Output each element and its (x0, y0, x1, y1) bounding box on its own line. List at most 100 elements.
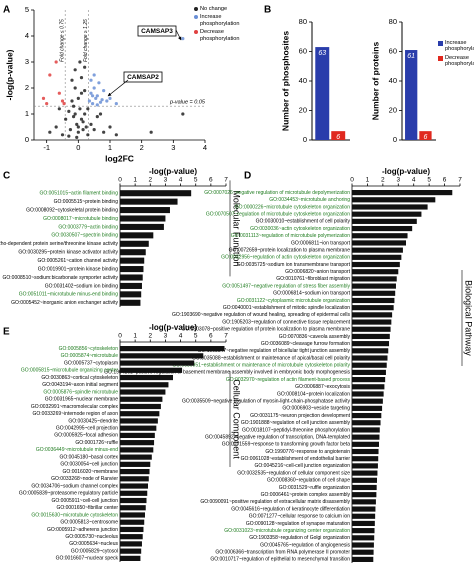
bar (352, 233, 408, 239)
point (67, 134, 71, 138)
bar (120, 548, 142, 554)
annotation-arrow (107, 79, 129, 97)
bar (120, 534, 143, 540)
y-tick-label: GO:0005829~cytosol (71, 548, 118, 554)
point (95, 103, 99, 107)
legend-marker (194, 7, 198, 11)
bar (352, 297, 395, 304)
y-tick-label: 80 (299, 17, 307, 26)
y-tick-label: GO:0032970~regulation of actin filament-… (226, 377, 351, 383)
bar (352, 499, 376, 505)
point (67, 109, 71, 113)
y-tick-label: GO:1903690~negative regulation of wound … (172, 312, 351, 318)
y-tick-label: GO:0040001~establishment of mitotic spin… (223, 305, 350, 311)
bar (352, 513, 376, 519)
y-tick-label: GO:0008104~protein localization (277, 391, 350, 397)
bar (352, 341, 390, 347)
legend-item: Decrease phosphorylation (438, 55, 474, 68)
x-tick-label: 0 (76, 143, 80, 152)
y-tick-label: GO:0072659~protein localization to plasm… (229, 247, 351, 253)
bar (352, 312, 393, 318)
bar (120, 190, 192, 197)
x-tick-label: 4 (179, 333, 183, 340)
y-tick-label: GO:0008017~microtubule binding (43, 216, 118, 222)
bar (120, 432, 155, 439)
y-tick-label: GO:0008510~sodium:bicarbonate symporter … (3, 275, 119, 281)
bar (352, 448, 379, 455)
y-tick-label: GO:0006903~vesicle targeting (282, 406, 350, 412)
y-tick-label: GO:0006887~exocytosis (295, 384, 350, 390)
y-tick-label: GO:0030951~establishment or maintenance … (172, 363, 350, 369)
bar (120, 505, 146, 511)
point (98, 100, 103, 104)
bar (120, 454, 152, 460)
bar (352, 377, 386, 383)
y-tick-label: GO:0045765~regulation of angiogenesis (260, 542, 350, 548)
y-tick-label: GO:0071277~cellular response to calcium … (249, 514, 351, 520)
point (97, 81, 101, 85)
bar (352, 441, 379, 447)
point (108, 125, 112, 129)
y-tick-label: GO:0032991~macromolecular complex (31, 404, 119, 410)
x-tick-label: 2 (140, 143, 144, 152)
bar (120, 299, 141, 306)
legend: No change Increase phosphorylation Decreas… (194, 6, 260, 44)
bar (120, 198, 178, 205)
bar (352, 556, 374, 562)
y-tick-label: GO:0006811~ion transport (291, 240, 351, 246)
bar (120, 249, 146, 256)
y-tick-label: GO:0008360~regulation of cell shape (267, 478, 350, 484)
bar (352, 384, 385, 390)
point (48, 73, 52, 77)
y-tick-label: 3 (25, 57, 29, 66)
bar (352, 240, 406, 246)
y-tick-label: GO:0031023~microtubule organizing center… (224, 528, 350, 534)
y-tick-label: 0 (393, 135, 397, 144)
annotation-box (123, 71, 163, 83)
point (81, 128, 85, 132)
point (73, 68, 77, 72)
bar (352, 506, 376, 512)
y-tick-label: GO:0031965~nuclear membrane (45, 397, 118, 403)
point (102, 130, 106, 134)
guide-label: Fold change ≥ 1.25 (83, 19, 89, 62)
bar (352, 218, 417, 224)
legend-marker (438, 55, 443, 61)
bar (352, 204, 428, 210)
point (62, 102, 66, 106)
point (78, 107, 82, 111)
x-tick-label: 6 (443, 177, 447, 184)
data-label: 61 (407, 53, 415, 60)
y-tick-label: GO:0005730~nucleolus (65, 534, 118, 540)
y-tick-label: 20 (389, 105, 397, 114)
bar (352, 412, 382, 419)
y-tick-label: GO:0031402~sodium ion binding (45, 283, 118, 289)
x-tick-label: 7 (224, 333, 228, 340)
data-label: 6 (424, 134, 428, 141)
y-tick-label: GO:0045180~basal cortex (59, 454, 118, 460)
y-tick-label: GO:1903358~regulation of Golgi organizat… (249, 535, 350, 541)
point (181, 37, 185, 41)
point (89, 78, 93, 82)
bar (352, 261, 400, 268)
y-tick-label: GO:0030054~cell junction (60, 462, 118, 468)
y-tick-label: GO:0032535~regulation of cellular compon… (237, 470, 350, 476)
y-tick-label: GO:0005911~cell-cell junction (52, 498, 119, 504)
x-tick-label: 1 (366, 177, 370, 184)
point (57, 91, 61, 95)
y-tick-label: GO:0070507~regulation of microtubule cyt… (206, 212, 350, 218)
y-tick-label: GO:0034453~microtubule anchoring (269, 197, 350, 203)
x-tick-label: 2 (148, 177, 152, 184)
x-axis-title: log2FC (105, 153, 134, 163)
bar (352, 211, 422, 217)
y-tick-label: GO:0001726~ruffle (75, 440, 118, 446)
bar (352, 463, 378, 469)
x-tick-label: 0 (118, 333, 122, 340)
bar (352, 535, 375, 541)
y-tick-label: GO:0090091~positive regulation of extrac… (200, 499, 350, 505)
y-tick-label: GO:0003779~actin binding (58, 224, 118, 230)
legend-marker (194, 15, 198, 20)
point (71, 115, 76, 119)
y-tick-label: GO:0005515~protein binding (54, 199, 119, 205)
panel-label: C (3, 171, 10, 182)
